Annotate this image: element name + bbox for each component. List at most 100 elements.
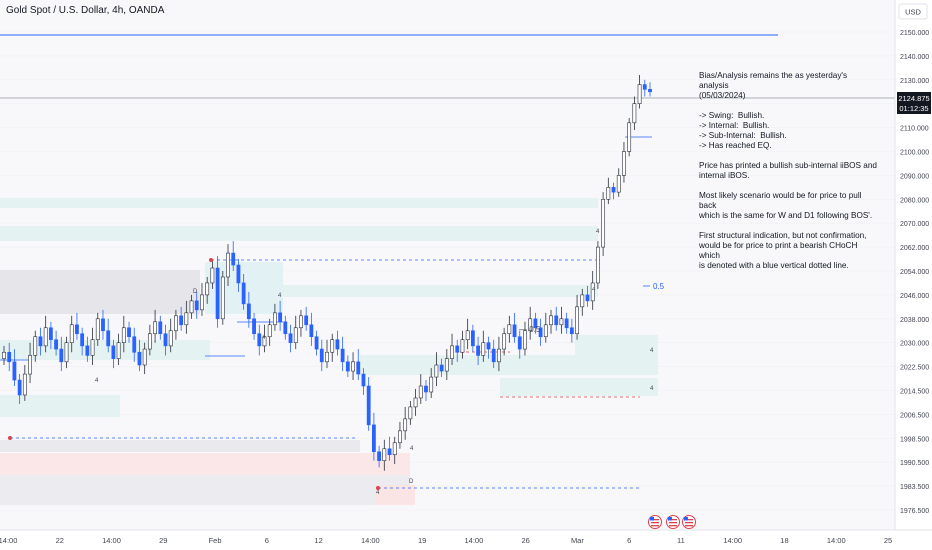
candle-body [147, 333, 152, 350]
candle-body [622, 151, 626, 176]
candle-body [450, 345, 454, 359]
time-tick-label: Mar [571, 536, 584, 545]
candle-body [601, 199, 606, 248]
price-axis[interactable]: 2150.0002140.0002130.0002120.0002110.000… [894, 0, 932, 550]
candle-body [231, 252, 236, 266]
bos-label: 4 [592, 287, 596, 293]
price-tick-label: 2070.000 [900, 221, 929, 228]
candle-body [439, 364, 444, 372]
candle-body [12, 361, 17, 381]
candle-body [403, 418, 408, 432]
fvg-zone-2 [375, 485, 415, 505]
candle-body [418, 385, 423, 399]
analysis-line [699, 181, 877, 191]
bos-label: 4 [650, 386, 654, 392]
demand-zone-2 [0, 226, 598, 241]
time-tick-label: 14:00 [102, 536, 121, 545]
candle-body [559, 318, 564, 326]
candle-body [585, 294, 590, 302]
candle-body [127, 327, 131, 338]
candle-body [205, 282, 210, 296]
candle-body [444, 358, 449, 372]
candle-body [299, 315, 303, 329]
currency-label: USD [905, 8, 921, 17]
candle-body [497, 348, 501, 363]
candle-body [538, 327, 543, 338]
us-flag-icon[interactable] [666, 515, 680, 529]
candle-body [28, 355, 32, 375]
annotation-layer: 0.5 — 0.5 D 4 D 4 4 4 4 4 4 4 4 [8, 229, 665, 496]
time-tick-label: 6 [627, 536, 631, 545]
candle-body [413, 397, 418, 408]
candle-body [288, 333, 293, 343]
candle-body [580, 294, 585, 308]
candle-body [345, 361, 350, 372]
candle-body [335, 339, 340, 350]
price-tick-label: 2022.500 [900, 365, 929, 372]
demand-zone-6 [0, 395, 120, 417]
candle-body [309, 324, 314, 338]
candle-body [283, 321, 288, 335]
time-tick-label: 19 [418, 536, 426, 545]
candle-body [220, 276, 225, 320]
candle-body [330, 339, 335, 353]
swing-dot-low-2 [376, 486, 380, 490]
candle-body [387, 448, 392, 456]
candle-body [507, 324, 512, 335]
analysis-line: -> Internal: Bullish. [699, 121, 770, 130]
time-tick-label: 26 [521, 536, 529, 545]
candle-body [33, 336, 38, 356]
candle-body [533, 318, 538, 329]
price-tick-label: 2100.000 [900, 150, 929, 157]
candle-body [59, 348, 64, 363]
event-badges[interactable] [648, 515, 696, 529]
candle-body [424, 385, 428, 393]
candle-body [64, 342, 69, 363]
supply-zone-low [0, 475, 410, 505]
candle-body [408, 406, 413, 420]
candle-body [106, 330, 111, 347]
candle-body [314, 336, 319, 350]
candle-body [262, 336, 267, 347]
candle-body [434, 364, 439, 378]
time-axis[interactable]: 14:00 22 14:00 29 Feb 6 12 14:00 19 14:00 26 Mar 6 11… [0, 529, 932, 550]
price-tick-label: 2014.500 [900, 389, 929, 396]
candle-body [481, 342, 486, 356]
candle-body [476, 345, 480, 356]
time-tick-label: 14:00 [827, 536, 846, 545]
candle-body [179, 315, 184, 326]
symbol-title[interactable]: Gold Spot / U.S. Dollar, 4h, OANDA [6, 5, 165, 16]
price-countdown: 01:12:35 [899, 104, 928, 113]
swing-marker-d2: D [409, 479, 414, 485]
bos-label: 4 [262, 335, 266, 341]
bos-label: 4 [95, 378, 99, 384]
currency-badge[interactable]: USD [898, 3, 928, 20]
analysis-line: -> Sub-Internal: Bullish. [699, 131, 787, 140]
candle-body [293, 327, 298, 344]
us-flag-icon[interactable] [682, 515, 696, 529]
bos-label: 4 [596, 229, 600, 235]
candle-body [236, 264, 241, 284]
supply-zone-gray [0, 270, 200, 314]
candle-body [215, 267, 220, 320]
time-tick-label: 11 [677, 536, 685, 545]
candle-body [590, 282, 595, 302]
analysis-line: Most likely scenario would be for price … [699, 191, 864, 210]
demand-zone-5 [0, 340, 210, 360]
price-tick-label: 2062.000 [900, 245, 929, 252]
time-tick-label: 14:00 [0, 536, 17, 545]
price-tick-label: 2140.000 [900, 54, 929, 61]
candle-body [528, 318, 533, 332]
price-tick-label: 1990.500 [900, 460, 929, 467]
candle-body [158, 321, 163, 335]
time-tick-label: 6 [265, 536, 269, 545]
candle-body [392, 442, 397, 456]
candle-body [246, 303, 251, 320]
analysis-line: internal iBOS. [699, 171, 750, 180]
candle-body [569, 327, 574, 335]
us-flag-icon[interactable] [648, 515, 662, 529]
zone-layer [0, 198, 658, 505]
candle-body [460, 339, 465, 353]
candle-body [95, 318, 100, 341]
